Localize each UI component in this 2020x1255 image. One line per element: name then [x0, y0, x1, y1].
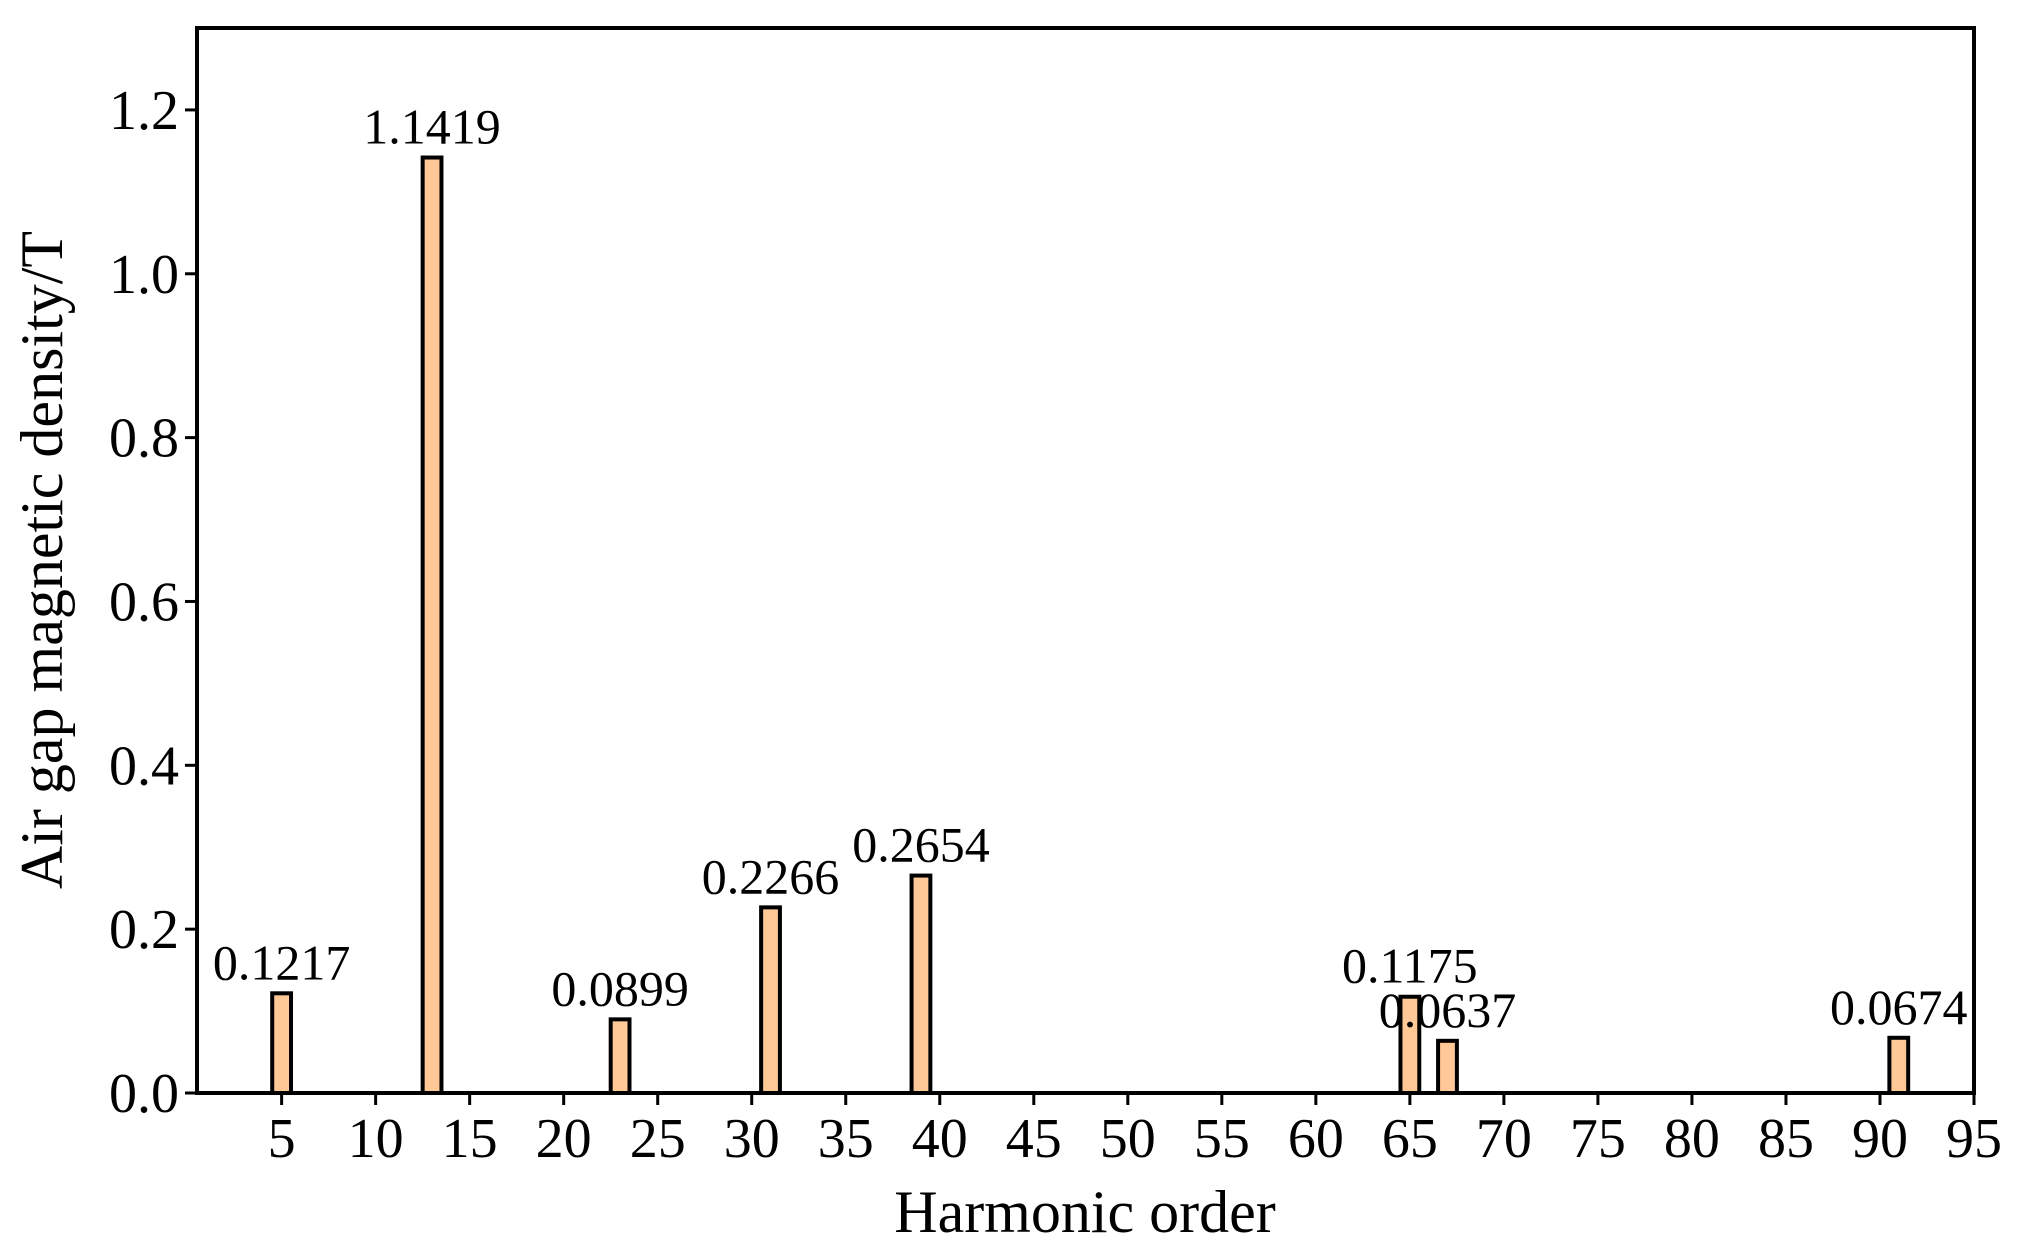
x-tick-label: 40 — [912, 1108, 968, 1170]
y-tick-label: 0.2 — [109, 899, 179, 961]
x-tick-label: 45 — [1006, 1108, 1062, 1170]
x-axis-title: Harmonic order — [894, 1179, 1276, 1245]
y-tick-label: 0.4 — [109, 735, 179, 797]
data-label: 0.0637 — [1379, 982, 1517, 1038]
x-tick-label: 15 — [442, 1108, 498, 1170]
bar — [759, 905, 782, 1095]
x-tick-label: 75 — [1570, 1108, 1626, 1170]
x-tick-label: 90 — [1852, 1108, 1908, 1170]
y-tick-label: 0.8 — [109, 408, 179, 470]
x-tick-label: 35 — [818, 1108, 874, 1170]
bar — [608, 1017, 632, 1095]
bar — [270, 991, 294, 1096]
bar — [1436, 1038, 1459, 1095]
data-label: 0.2266 — [702, 848, 840, 904]
x-tick-label: 25 — [630, 1108, 686, 1170]
x-tick-label: 55 — [1194, 1108, 1250, 1170]
x-tick-label: 30 — [724, 1108, 780, 1170]
y-axis-title: Air gap magnetic density/T — [9, 231, 75, 889]
x-tick-label: 60 — [1288, 1108, 1344, 1170]
data-label: 0.1217 — [213, 934, 351, 990]
x-tick-label: 85 — [1758, 1108, 1814, 1170]
x-tick-label: 10 — [348, 1108, 404, 1170]
y-tick-label: 0.6 — [109, 571, 179, 633]
y-tick-label: 1.2 — [109, 80, 179, 142]
x-tick-label: 95 — [1946, 1108, 2002, 1170]
x-tick-label: 20 — [536, 1108, 592, 1170]
x-tick-label: 5 — [268, 1108, 296, 1170]
data-label: 1.1419 — [363, 99, 501, 155]
bar — [1887, 1035, 1911, 1095]
plot-frame — [195, 26, 1976, 1095]
data-label: 0.2654 — [852, 817, 990, 873]
x-tick-label: 65 — [1382, 1108, 1438, 1170]
data-label: 0.1175 — [1342, 938, 1478, 994]
y-tick-label: 1.0 — [109, 244, 179, 306]
x-tick-label: 80 — [1664, 1108, 1720, 1170]
y-tick-label: 0.0 — [109, 1063, 179, 1125]
x-tick-label: 50 — [1100, 1108, 1156, 1170]
x-tick-label: 70 — [1476, 1108, 1532, 1170]
data-label: 0.0899 — [551, 960, 689, 1016]
data-label: 0.0674 — [1830, 979, 1968, 1035]
bar — [420, 155, 444, 1095]
bar — [909, 873, 933, 1096]
